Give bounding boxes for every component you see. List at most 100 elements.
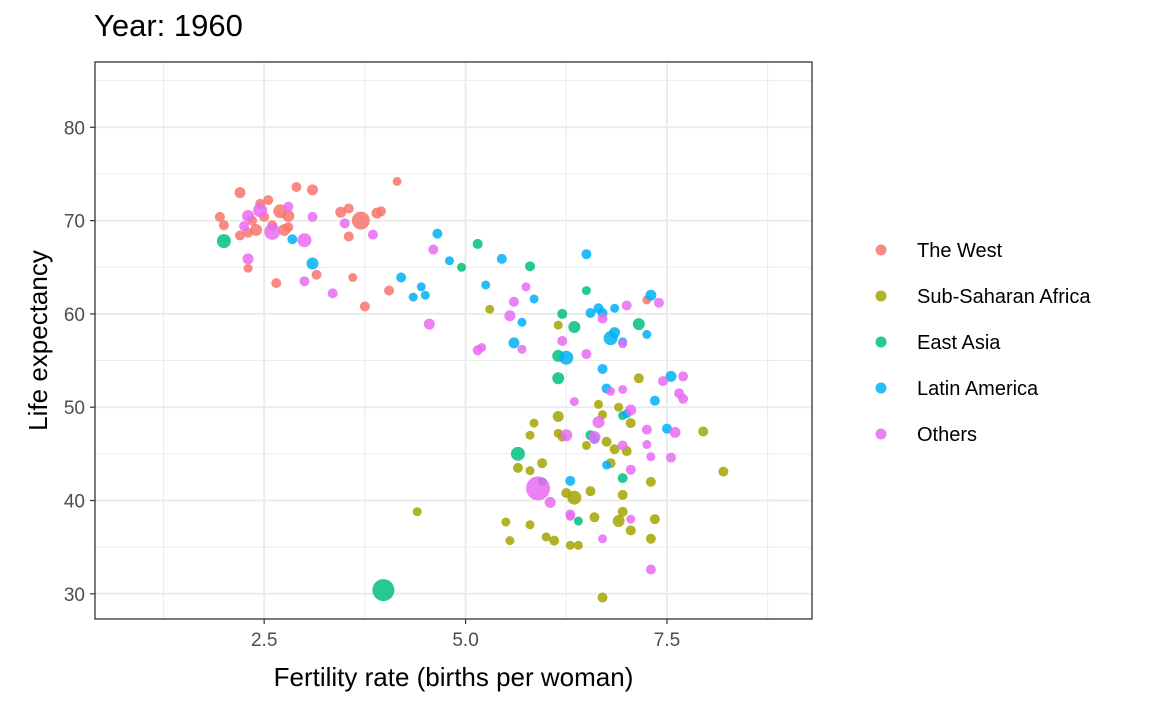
data-point bbox=[525, 261, 536, 272]
data-point bbox=[581, 349, 592, 360]
legend-label: Others bbox=[917, 424, 977, 446]
data-point bbox=[348, 273, 358, 283]
data-point bbox=[612, 515, 625, 528]
data-point bbox=[598, 534, 608, 544]
data-point bbox=[351, 211, 370, 230]
data-point bbox=[568, 320, 581, 333]
data-point bbox=[234, 187, 246, 199]
data-point bbox=[457, 262, 467, 272]
data-point bbox=[559, 350, 574, 365]
data-point bbox=[510, 446, 525, 461]
data-point bbox=[565, 475, 576, 486]
data-point bbox=[645, 289, 657, 301]
data-point bbox=[585, 307, 596, 318]
data-point bbox=[372, 579, 395, 602]
data-point bbox=[537, 458, 548, 469]
data-point bbox=[626, 514, 636, 524]
data-point bbox=[264, 223, 281, 240]
data-point bbox=[242, 253, 254, 265]
data-point bbox=[384, 285, 395, 296]
data-point bbox=[610, 303, 620, 313]
data-point bbox=[592, 416, 605, 429]
data-point bbox=[428, 244, 439, 255]
data-point bbox=[617, 506, 628, 517]
data-point bbox=[606, 386, 616, 396]
data-point bbox=[416, 282, 426, 292]
data-point bbox=[617, 440, 628, 451]
data-point bbox=[625, 464, 636, 475]
data-point bbox=[597, 592, 608, 603]
data-point bbox=[645, 564, 656, 575]
data-point bbox=[529, 418, 539, 428]
data-point bbox=[525, 520, 535, 530]
legend-label: East Asia bbox=[917, 332, 1001, 354]
data-point bbox=[214, 211, 225, 222]
data-point bbox=[718, 466, 729, 477]
legend-key bbox=[875, 244, 887, 256]
data-point bbox=[299, 276, 310, 287]
data-point bbox=[617, 473, 628, 484]
data-point bbox=[392, 176, 402, 186]
data-point bbox=[666, 452, 677, 463]
y-tick-label: 40 bbox=[64, 492, 85, 513]
data-point bbox=[665, 370, 677, 382]
data-point bbox=[271, 278, 282, 289]
data-point bbox=[311, 269, 322, 280]
data-point bbox=[444, 256, 454, 266]
data-point bbox=[642, 440, 652, 450]
data-point bbox=[432, 228, 443, 239]
y-tick-label: 50 bbox=[64, 398, 85, 419]
data-point bbox=[263, 195, 274, 206]
data-point bbox=[649, 395, 660, 406]
data-point bbox=[614, 402, 624, 412]
data-point bbox=[218, 220, 229, 231]
data-point bbox=[512, 462, 523, 473]
x-tick-label: 2.5 bbox=[251, 630, 277, 651]
data-point bbox=[216, 234, 231, 249]
legend-label: The West bbox=[917, 240, 1003, 262]
data-point bbox=[521, 282, 531, 292]
data-point bbox=[678, 393, 689, 404]
data-point bbox=[496, 253, 507, 264]
data-point bbox=[597, 363, 608, 374]
data-point bbox=[549, 535, 560, 546]
data-point bbox=[526, 476, 551, 501]
data-point bbox=[657, 376, 668, 387]
data-point bbox=[653, 297, 664, 308]
data-point bbox=[343, 231, 354, 242]
data-point bbox=[633, 373, 644, 384]
data-point bbox=[396, 272, 407, 283]
legend-key bbox=[875, 336, 887, 348]
data-point bbox=[541, 532, 551, 542]
data-point bbox=[632, 318, 645, 331]
data-point bbox=[625, 404, 637, 416]
data-point bbox=[601, 436, 612, 447]
data-point bbox=[287, 234, 298, 245]
data-point bbox=[307, 184, 319, 196]
x-tick-label: 7.5 bbox=[654, 630, 680, 651]
data-point bbox=[327, 288, 338, 299]
data-point bbox=[339, 218, 350, 229]
data-point bbox=[375, 206, 386, 217]
chart-title: Year: 1960 bbox=[94, 8, 243, 43]
data-point bbox=[508, 296, 519, 307]
data-point bbox=[560, 429, 573, 442]
data-point bbox=[589, 512, 600, 523]
data-point bbox=[253, 203, 268, 218]
data-point bbox=[645, 476, 656, 487]
data-point bbox=[517, 344, 527, 354]
data-point bbox=[567, 490, 582, 505]
data-point bbox=[529, 294, 539, 304]
data-point bbox=[594, 399, 604, 409]
data-point bbox=[618, 384, 628, 394]
data-point bbox=[552, 372, 565, 385]
data-point bbox=[565, 540, 575, 550]
data-point bbox=[508, 337, 520, 349]
data-point bbox=[581, 440, 591, 450]
data-point bbox=[481, 280, 491, 290]
data-point bbox=[423, 318, 435, 330]
data-point bbox=[552, 411, 564, 423]
data-point bbox=[569, 397, 579, 407]
data-point bbox=[235, 230, 246, 241]
